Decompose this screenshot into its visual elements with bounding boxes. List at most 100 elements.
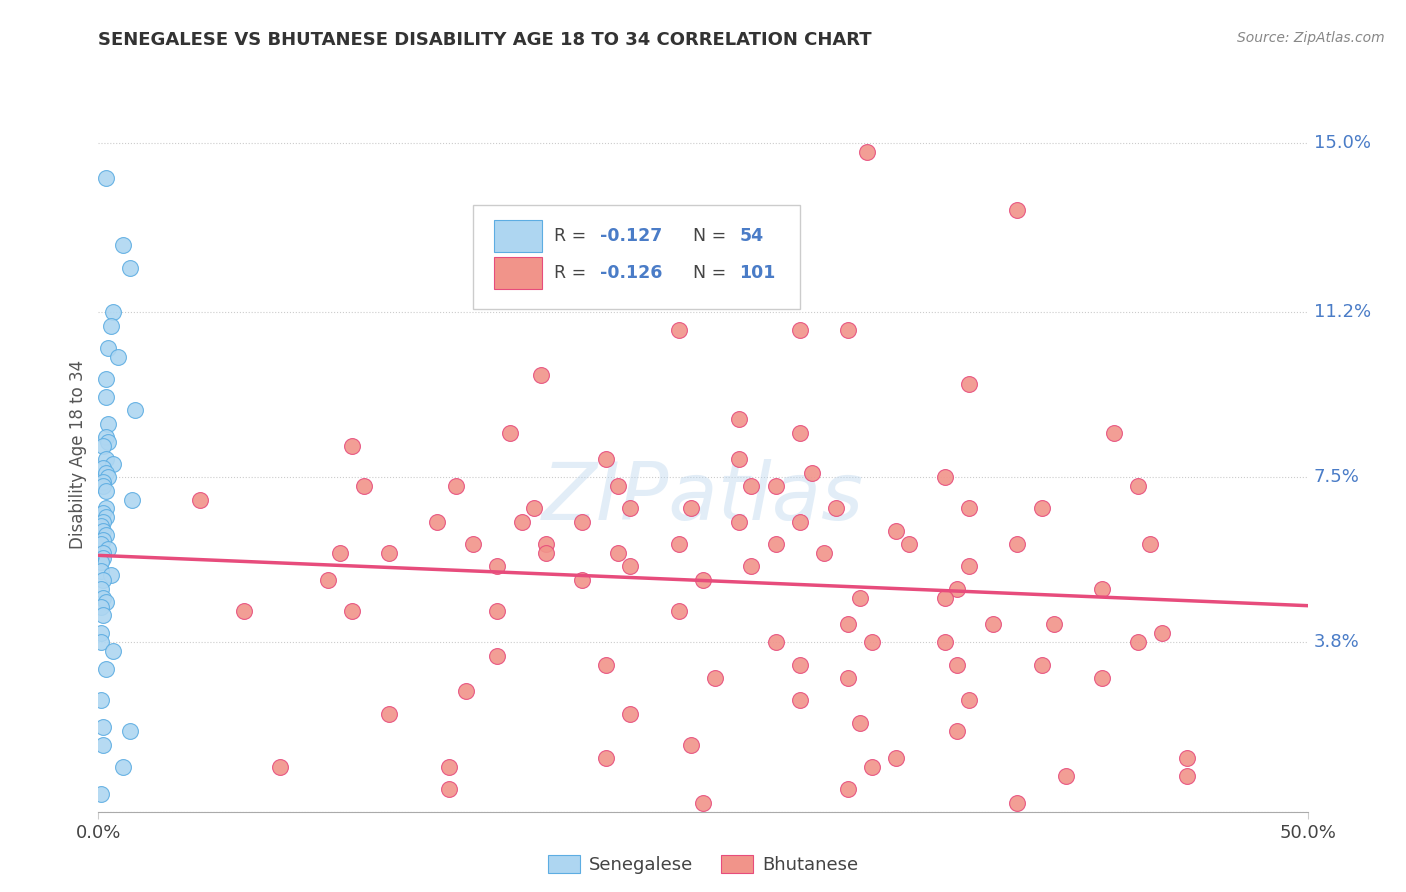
FancyBboxPatch shape	[494, 219, 543, 252]
Text: 101: 101	[740, 264, 776, 282]
Point	[534, 546, 557, 560]
Point	[765, 537, 787, 551]
Point	[94, 510, 117, 524]
Point	[530, 368, 553, 382]
Point	[90, 787, 112, 801]
Point	[946, 582, 969, 596]
Point	[957, 559, 980, 574]
Point	[91, 550, 114, 565]
Point	[91, 546, 114, 560]
Point	[1054, 769, 1077, 783]
Point	[856, 145, 879, 159]
Point	[97, 434, 120, 449]
Point	[1042, 617, 1064, 632]
Point	[94, 662, 117, 676]
Text: 11.2%: 11.2%	[1313, 303, 1371, 321]
Text: 7.5%: 7.5%	[1313, 468, 1360, 486]
Point	[860, 760, 883, 774]
Point	[94, 171, 117, 186]
Point	[94, 466, 117, 480]
Point	[789, 693, 811, 707]
Point	[728, 452, 751, 467]
Point	[692, 796, 714, 810]
Point	[97, 470, 120, 484]
Point	[91, 439, 114, 453]
Point	[860, 635, 883, 649]
Point	[813, 546, 835, 560]
Point	[90, 693, 112, 707]
Point	[1007, 827, 1029, 841]
Point	[94, 372, 117, 386]
Point	[595, 751, 617, 765]
Point	[1139, 537, 1161, 551]
Point	[90, 564, 112, 578]
Point	[94, 528, 117, 542]
Point	[97, 541, 120, 556]
Point	[100, 318, 122, 333]
Point	[269, 760, 291, 774]
Point	[437, 760, 460, 774]
Point	[897, 537, 920, 551]
Text: N =: N =	[693, 264, 733, 282]
Point	[118, 260, 141, 275]
Text: -0.127: -0.127	[600, 227, 662, 244]
Point	[437, 782, 460, 797]
Point	[728, 412, 751, 426]
Text: -0.126: -0.126	[600, 264, 662, 282]
Point	[800, 466, 823, 480]
Point	[94, 501, 117, 516]
Point	[765, 635, 787, 649]
Point	[486, 648, 509, 663]
Point	[316, 573, 339, 587]
Point	[728, 515, 751, 529]
FancyBboxPatch shape	[494, 257, 543, 289]
Point	[118, 724, 141, 739]
Point	[101, 305, 124, 319]
Point	[90, 537, 112, 551]
Point	[486, 559, 509, 574]
Point	[111, 238, 134, 252]
Point	[946, 724, 969, 739]
Point	[94, 483, 117, 498]
Point	[94, 452, 117, 467]
Point	[90, 635, 112, 649]
Point	[789, 323, 811, 337]
Point	[740, 559, 762, 574]
Point	[91, 524, 114, 538]
Point	[91, 533, 114, 547]
Point	[463, 537, 485, 551]
Point	[1091, 671, 1114, 685]
Text: Source: ZipAtlas.com: Source: ZipAtlas.com	[1237, 31, 1385, 45]
Point	[377, 706, 399, 721]
Point	[426, 515, 449, 529]
Point	[90, 582, 112, 596]
Point	[1102, 425, 1125, 440]
Point	[486, 604, 509, 618]
Point	[668, 537, 690, 551]
Point	[957, 501, 980, 516]
Point	[619, 706, 641, 721]
Point	[523, 501, 546, 516]
Point	[837, 617, 859, 632]
Point	[342, 604, 364, 618]
Point	[886, 751, 908, 765]
Point	[91, 738, 114, 752]
Point	[90, 599, 112, 614]
Point	[1031, 657, 1053, 672]
Point	[679, 501, 702, 516]
Point	[825, 501, 848, 516]
Point	[607, 546, 630, 560]
Point	[934, 635, 956, 649]
Point	[329, 546, 352, 560]
Point	[849, 715, 872, 730]
Point	[111, 760, 134, 774]
Point	[121, 492, 143, 507]
Point	[595, 657, 617, 672]
Point	[91, 506, 114, 520]
Point	[837, 782, 859, 797]
Point	[679, 738, 702, 752]
Point	[94, 595, 117, 609]
Point	[1031, 501, 1053, 516]
Point	[91, 608, 114, 623]
Point	[97, 417, 120, 431]
